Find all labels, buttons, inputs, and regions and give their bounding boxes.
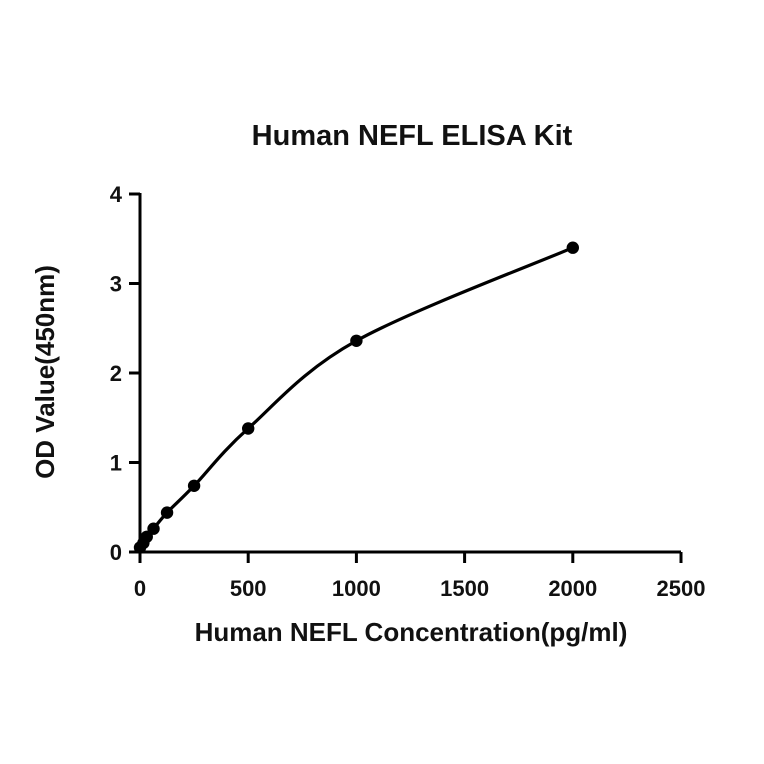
x-tick-label: 500 — [230, 576, 267, 601]
data-point — [350, 334, 363, 347]
data-point — [566, 241, 579, 254]
x-tick-label: 2000 — [548, 576, 597, 601]
data-point — [242, 422, 255, 435]
x-tick-label: 1000 — [332, 576, 381, 601]
data-point — [147, 522, 160, 535]
x-tick-label: 2500 — [657, 576, 706, 601]
x-tick-label: 1500 — [440, 576, 489, 601]
data-point — [187, 479, 201, 492]
data-points — [133, 241, 579, 554]
y-tick-label: 0 — [110, 540, 122, 565]
y-tick-label: 2 — [110, 361, 122, 386]
x-axis-label: Human NEFL Concentration(pg/ml) — [195, 617, 628, 647]
y-tick-label: 1 — [110, 451, 122, 476]
fit-curve — [138, 246, 575, 550]
y-axis: 0 1 2 3 4 — [110, 182, 142, 565]
y-tick-label: 4 — [110, 182, 123, 207]
y-axis-label: OD Value(450nm) — [30, 265, 60, 479]
fit-curve-group — [138, 246, 575, 550]
chart-title: Human NEFL ELISA Kit — [252, 120, 573, 152]
x-tick-label: 0 — [134, 576, 146, 601]
data-point — [160, 506, 174, 519]
y-tick-label: 3 — [110, 272, 122, 297]
x-axis: 0 500 1000 1500 2000 2500 — [134, 550, 706, 601]
